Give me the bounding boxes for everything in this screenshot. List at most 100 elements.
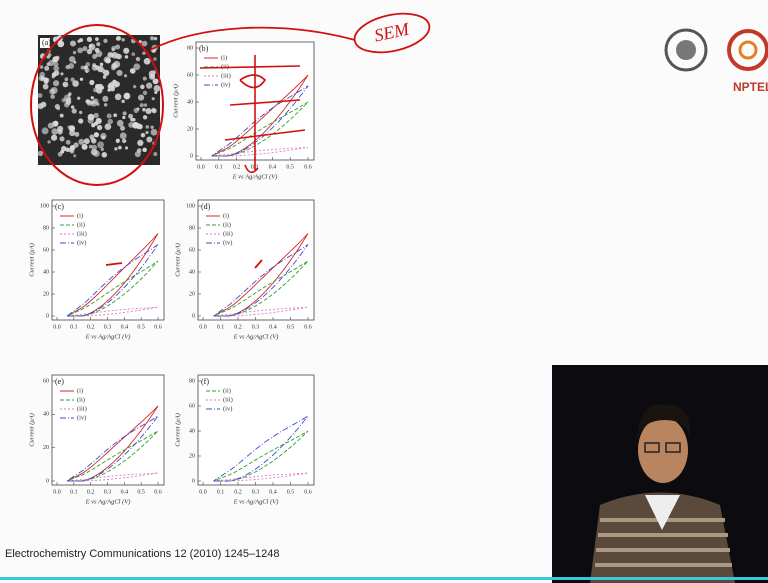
grain	[61, 145, 67, 152]
x-axis-label: E vs Ag/AgCl (V)	[232, 173, 278, 180]
grain	[85, 62, 91, 67]
grain	[72, 80, 79, 87]
y-tick-label: 100	[186, 203, 195, 209]
grain	[125, 146, 129, 150]
grain	[111, 53, 115, 57]
panel-label-bg	[40, 38, 50, 48]
grain	[137, 139, 144, 147]
x-tick-label: 0.2	[87, 489, 95, 495]
legend-label: (iii)	[223, 230, 233, 237]
x-axis-label: E vs Ag/AgCl (V)	[233, 333, 279, 340]
grain	[121, 37, 125, 42]
x-tick-label: 0.4	[269, 489, 277, 495]
grain	[114, 147, 118, 151]
grain	[143, 57, 151, 65]
grain	[106, 113, 112, 119]
cv-curve	[67, 472, 159, 482]
cv-curve	[211, 74, 309, 157]
presenter-body	[590, 492, 735, 583]
x-tick-label: 0.0	[53, 324, 61, 330]
grain	[146, 136, 153, 143]
legend-label: (i)	[77, 387, 83, 394]
grain	[133, 63, 141, 71]
logo-nptel-inner	[738, 40, 758, 60]
grain	[67, 125, 71, 129]
y-tick-label: 0	[190, 153, 193, 159]
grain	[89, 44, 93, 48]
grain	[74, 131, 80, 137]
grain	[85, 99, 90, 104]
legend-label: (i)	[223, 212, 229, 219]
grain	[78, 118, 84, 124]
grain	[72, 50, 77, 55]
grain	[70, 105, 75, 109]
legend-label: (ii)	[223, 221, 231, 228]
cv-curve	[211, 146, 309, 157]
grain	[145, 107, 152, 115]
grain	[142, 107, 146, 112]
grain	[93, 112, 99, 118]
grain	[135, 56, 141, 62]
grain	[143, 103, 148, 107]
grain	[132, 121, 139, 129]
y-tick-label: 60	[43, 247, 49, 253]
y-tick-label: 80	[43, 225, 49, 231]
grain	[41, 127, 49, 135]
x-tick-label: 0.2	[234, 324, 242, 330]
annotation-oval	[353, 12, 431, 54]
cv-curve	[66, 430, 159, 482]
grain	[81, 143, 88, 150]
annotation-arrow	[149, 26, 356, 51]
cv-curve	[213, 430, 309, 482]
y-axis-label: Current (μA)	[28, 243, 35, 277]
grain	[96, 124, 103, 131]
grain	[63, 94, 71, 102]
cv-curve	[213, 415, 309, 482]
grain	[124, 55, 129, 59]
grain	[86, 36, 93, 43]
grain	[95, 37, 99, 41]
x-tick-label: 0.0	[199, 489, 207, 495]
legend-label: (i)	[77, 212, 83, 219]
grain	[103, 38, 108, 43]
grain	[60, 72, 64, 76]
grain	[90, 137, 96, 143]
glasses	[665, 442, 681, 453]
grain	[71, 108, 77, 114]
y-tick-label: 0	[46, 313, 49, 319]
legend-label: (i)	[221, 54, 227, 61]
grain	[68, 56, 76, 63]
grain	[84, 67, 90, 73]
annotation-circle	[30, 24, 164, 186]
legend-label: (iv)	[77, 414, 86, 421]
x-tick-label: 0.2	[233, 164, 241, 170]
grain	[42, 83, 49, 90]
grain	[92, 98, 99, 105]
cv-curve	[66, 405, 159, 482]
grain	[51, 128, 59, 135]
grain	[142, 115, 148, 120]
grain	[80, 65, 85, 70]
grain	[50, 134, 58, 141]
x-tick-label: 0.3	[104, 489, 112, 495]
grain	[83, 138, 90, 145]
grain	[137, 94, 145, 101]
y-axis-label: Current (μA)	[174, 243, 181, 277]
grain	[142, 51, 146, 55]
grain	[69, 144, 76, 151]
grain	[53, 62, 59, 67]
grain	[69, 40, 77, 47]
grain	[92, 63, 97, 68]
presenter-collar	[645, 495, 680, 530]
grain	[116, 35, 121, 41]
grain	[153, 57, 157, 61]
grain	[136, 148, 142, 153]
grain	[153, 84, 161, 92]
x-tick-label: 0.5	[137, 324, 145, 330]
grain	[52, 56, 59, 63]
grain	[69, 129, 76, 137]
x-tick-label: 0.5	[286, 164, 294, 170]
presenter-hair	[637, 404, 691, 440]
grain	[100, 147, 104, 151]
